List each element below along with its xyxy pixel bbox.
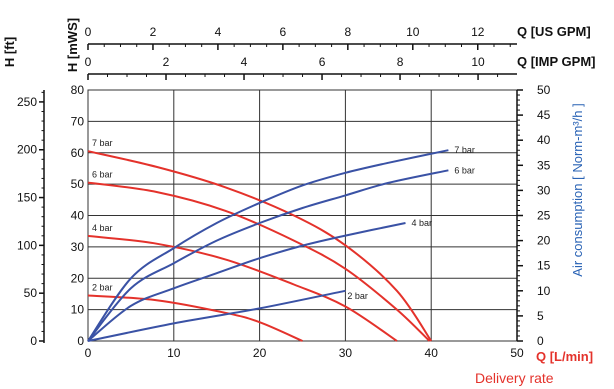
top-imp-tick-label: 8 bbox=[397, 55, 404, 69]
y-mws-tick-label: 60 bbox=[71, 146, 85, 160]
head-curve-label: 4 bar bbox=[92, 223, 113, 233]
top-us-tick-label: 8 bbox=[344, 25, 351, 39]
y-right-tick-label: 25 bbox=[537, 209, 551, 223]
y-right-tick-label: 30 bbox=[537, 183, 551, 197]
x-tick-label: 0 bbox=[85, 346, 92, 360]
x-axis-sublabel: Delivery rate bbox=[475, 370, 554, 386]
x-tick-label: 20 bbox=[253, 346, 267, 360]
y-mws-tick-label: 50 bbox=[71, 177, 85, 191]
top-imp-axis-label: Q [IMP GPM] bbox=[517, 54, 595, 69]
top-us-tick-label: 4 bbox=[215, 25, 222, 39]
head-curve-6-bar bbox=[87, 181, 431, 342]
air-curve-6-bar bbox=[87, 169, 449, 342]
air-curve-7-bar bbox=[87, 149, 449, 342]
y-mws-tick-label: 10 bbox=[71, 303, 85, 317]
top-us-tick-label: 10 bbox=[406, 25, 420, 39]
top-us-tick-label: 12 bbox=[471, 25, 485, 39]
y-right-tick-label: 10 bbox=[537, 284, 551, 298]
head-curve-label: 6 bar bbox=[92, 170, 113, 180]
y-axis-ft-label: H [ft] bbox=[2, 37, 17, 67]
y-axis-mws-label: H [mWS] bbox=[65, 18, 80, 72]
y-ft-tick-label: 50 bbox=[24, 286, 38, 300]
y-ft-tick-label: 100 bbox=[17, 238, 37, 252]
head-curve-4-bar bbox=[87, 234, 398, 342]
top-imp-tick-label: 10 bbox=[471, 55, 485, 69]
top-imp-tick-label: 6 bbox=[319, 55, 326, 69]
x-tick-label: 50 bbox=[510, 346, 524, 360]
top-imp-tick-label: 0 bbox=[85, 55, 92, 69]
tick-labels: 0 10 20 30 40 5001020304050607080050100150200… bbox=[17, 25, 551, 360]
x-tick-label: 30 bbox=[339, 346, 353, 360]
head-curve-7-bar bbox=[87, 150, 433, 342]
top-imp-tick-label: 2 bbox=[163, 55, 170, 69]
y-mws-tick-label: 70 bbox=[71, 114, 85, 128]
y-mws-tick-label: 40 bbox=[71, 209, 85, 223]
air-curve-label: 2 bar bbox=[347, 291, 368, 301]
top-us-tick-label: 0 bbox=[85, 25, 92, 39]
y-ft-tick-label: 150 bbox=[17, 191, 37, 205]
x-tick-label: 40 bbox=[425, 346, 439, 360]
air-curve-label: 7 bar bbox=[454, 145, 475, 155]
top-us-tick-label: 2 bbox=[150, 25, 157, 39]
y-right-tick-label: 0 bbox=[537, 334, 544, 348]
y-mws-tick-label: 0 bbox=[77, 334, 84, 348]
series-labels: 7 bar 6 bar 4 bar 2 bar 7 bar 6 bar 4 bar 2 bar bbox=[92, 138, 475, 301]
y-mws-tick-label: 80 bbox=[71, 83, 85, 97]
top-imp-tick-label: 4 bbox=[241, 55, 248, 69]
y-axis-right-label: Air consumption [ Norm-m³/h ] bbox=[570, 103, 585, 276]
y-right-tick-label: 35 bbox=[537, 158, 551, 172]
top-us-tick-label: 6 bbox=[280, 25, 287, 39]
air-curve-2-bar bbox=[87, 289, 346, 342]
air-curve-4-bar bbox=[87, 222, 406, 342]
y-mws-tick-label: 20 bbox=[71, 271, 85, 285]
top-us-axis-label: Q [US GPM] bbox=[517, 24, 591, 39]
curves bbox=[87, 149, 449, 342]
y-mws-tick-label: 30 bbox=[71, 240, 85, 254]
y-ft-tick-label: 0 bbox=[30, 334, 37, 348]
y-ft-tick-label: 250 bbox=[17, 95, 37, 109]
head-curve-label: 7 bar bbox=[92, 138, 113, 148]
grid bbox=[87, 89, 518, 342]
y-right-tick-label: 40 bbox=[537, 133, 551, 147]
air-curve-label: 6 bar bbox=[454, 165, 475, 175]
x-tick-label: 10 bbox=[167, 346, 181, 360]
axes bbox=[39, 43, 523, 343]
air-curve-label: 4 bar bbox=[411, 218, 432, 228]
head-curve-label: 2 bar bbox=[92, 283, 113, 293]
y-right-tick-label: 45 bbox=[537, 108, 551, 122]
y-right-tick-label: 15 bbox=[537, 259, 551, 273]
y-right-tick-label: 50 bbox=[537, 83, 551, 97]
y-right-tick-label: 20 bbox=[537, 234, 551, 248]
x-axis-label: Q [L/min] bbox=[536, 349, 593, 364]
y-right-tick-label: 5 bbox=[537, 309, 544, 323]
y-ft-tick-label: 200 bbox=[17, 143, 37, 157]
head-curve-2-bar bbox=[87, 294, 303, 342]
